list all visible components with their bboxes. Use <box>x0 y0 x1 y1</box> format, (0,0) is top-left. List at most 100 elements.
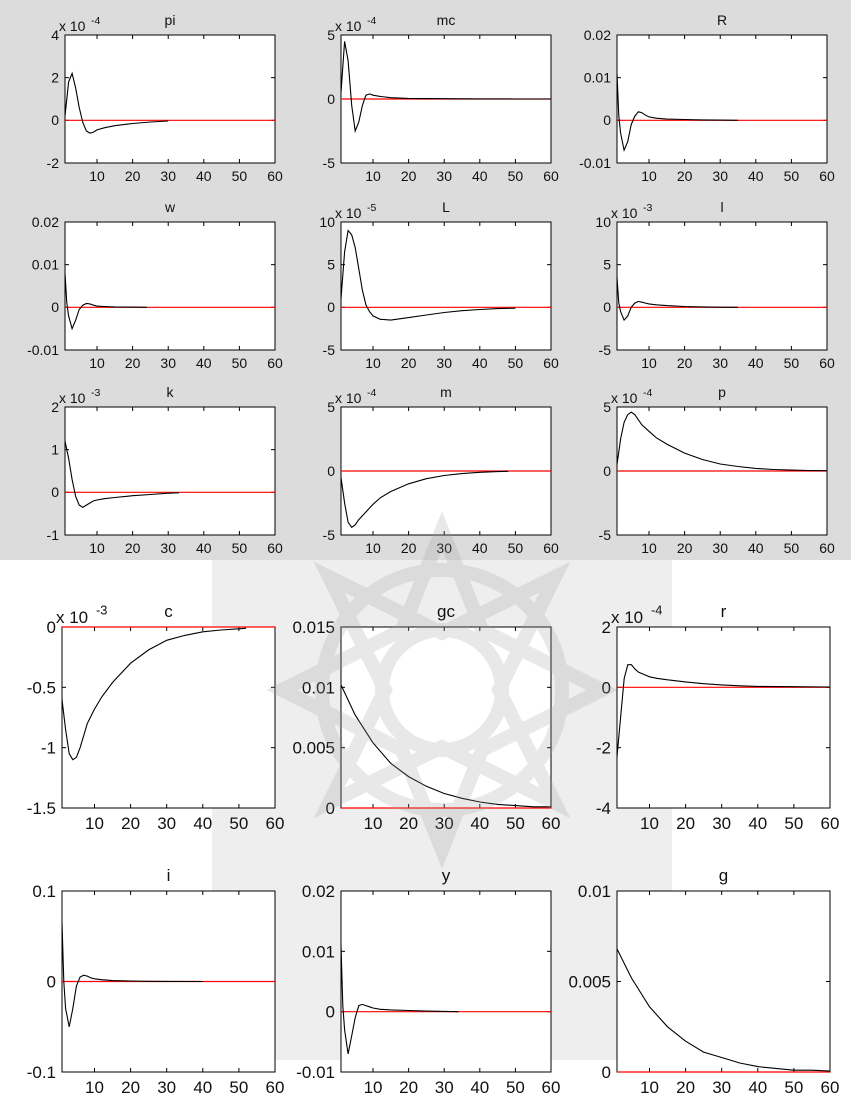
panel-c: 10 20 30 40 50 60 -1.5 -1 -0.5 0 c x 10 -3 <box>27 602 285 833</box>
y-tick-label: -5 <box>323 342 336 358</box>
x-tick-label: 20 <box>677 540 693 556</box>
x-tick-label: 30 <box>435 1078 454 1097</box>
scale-multiplier: x 10 <box>611 390 638 406</box>
x-tick-label: 40 <box>748 540 764 556</box>
x-tick-label: 10 <box>85 1078 104 1097</box>
panel-pi: 10 20 30 40 50 60 -2 0 2 4 pi x 10 -4 <box>47 12 283 184</box>
y-tick-label: -5 <box>323 155 336 171</box>
y-tick-label: -0.01 <box>296 1063 335 1082</box>
x-tick-label: 60 <box>819 355 835 371</box>
scale-exponent: -3 <box>91 387 100 399</box>
y-tick-label: 0.01 <box>32 257 59 273</box>
y-tick-label: 0.015 <box>292 618 335 637</box>
panel-title: m <box>440 384 452 400</box>
y-tick-label: 0 <box>47 618 56 637</box>
response-line-gc <box>340 684 551 808</box>
y-tick-label: 0.02 <box>584 27 611 43</box>
response-line-p <box>616 411 828 472</box>
scale-exponent: -4 <box>643 387 652 399</box>
x-tick-label: 10 <box>364 814 383 833</box>
scale-multiplier: x 10 <box>335 205 362 221</box>
plot-area <box>64 406 276 536</box>
x-tick-label: 60 <box>266 814 285 833</box>
x-tick-label: 60 <box>542 814 561 833</box>
x-tick-label: 10 <box>85 814 104 833</box>
x-tick-label: 60 <box>542 1078 561 1097</box>
x-tick-label: 40 <box>748 1078 767 1097</box>
response-line-i <box>61 922 203 1027</box>
scale-multiplier: x 10 <box>59 390 86 406</box>
x-tick-label: 30 <box>712 168 728 184</box>
x-tick-label: 50 <box>784 540 800 556</box>
response-line-l <box>616 277 739 322</box>
x-tick-label: 20 <box>125 540 141 556</box>
panel-r: 10 20 30 40 50 60 -4 -2 0 2 r x 10 -4 <box>596 602 840 833</box>
plot-area <box>616 221 828 351</box>
x-tick-label: 20 <box>401 540 417 556</box>
y-tick-label: -2 <box>596 739 611 758</box>
response-line-y <box>340 945 459 1055</box>
x-tick-label: 30 <box>436 540 452 556</box>
x-tick-label: 60 <box>267 355 283 371</box>
x-tick-label: 40 <box>196 540 212 556</box>
x-tick-label: 30 <box>160 168 176 184</box>
x-tick-label: 30 <box>436 355 452 371</box>
y-tick-label: 0.005 <box>568 972 611 991</box>
x-tick-label: 40 <box>470 1078 489 1097</box>
x-tick-label: 60 <box>821 814 840 833</box>
y-tick-label: 4 <box>51 27 59 43</box>
response-line-w <box>64 273 147 331</box>
y-tick-label: -5 <box>599 527 612 543</box>
x-tick-label: 10 <box>365 168 381 184</box>
x-tick-label: 20 <box>676 814 695 833</box>
y-tick-label: 0.01 <box>584 70 611 86</box>
plot-area <box>616 890 831 1073</box>
y-tick-label: -4 <box>596 799 611 818</box>
plot-area <box>340 626 552 809</box>
x-tick-label: 20 <box>676 1078 695 1097</box>
y-tick-label: 0 <box>326 799 335 818</box>
x-tick-label: 40 <box>196 355 212 371</box>
panel-title: i <box>167 866 171 885</box>
y-tick-label: -0.01 <box>27 342 59 358</box>
response-line-m <box>340 470 509 529</box>
scale-multiplier: x 10 <box>611 608 643 627</box>
panel-title: pi <box>165 12 176 28</box>
y-tick-label: 0 <box>327 91 335 107</box>
y-tick-label: -1 <box>47 527 60 543</box>
y-tick-label: 0.1 <box>32 882 56 901</box>
x-tick-label: 50 <box>784 355 800 371</box>
x-tick-label: 50 <box>506 814 525 833</box>
x-tick-label: 50 <box>784 1078 803 1097</box>
x-tick-label: 20 <box>121 814 140 833</box>
x-tick-label: 40 <box>470 814 489 833</box>
panel-k: 10 20 30 40 50 60 -1 0 1 2 k x 10 -3 <box>47 384 283 556</box>
x-tick-label: 30 <box>712 814 731 833</box>
x-tick-label: 30 <box>160 355 176 371</box>
panel-R: 10 20 30 40 50 60 -0.01 0 0.01 0.02 R <box>579 12 835 184</box>
response-line-g <box>616 948 831 1072</box>
y-tick-label: 0 <box>51 299 59 315</box>
x-tick-label: 50 <box>229 814 248 833</box>
x-tick-label: 20 <box>401 355 417 371</box>
x-tick-label: 20 <box>399 1078 418 1097</box>
y-tick-label: 0 <box>603 112 611 128</box>
x-tick-label: 20 <box>677 355 693 371</box>
panel-title: L <box>442 199 450 215</box>
scale-multiplier: x 10 <box>611 205 638 221</box>
x-tick-label: 50 <box>229 1078 248 1097</box>
x-tick-label: 40 <box>196 168 212 184</box>
plot-area <box>64 221 276 351</box>
y-tick-label: 0.01 <box>302 678 335 697</box>
x-tick-label: 30 <box>436 168 452 184</box>
panel-m: 10 20 30 40 50 60 -5 0 5 m x 10 -4 <box>323 384 559 556</box>
x-tick-label: 50 <box>508 168 524 184</box>
response-line-L <box>340 229 516 321</box>
x-tick-label: 50 <box>784 168 800 184</box>
x-tick-label: 30 <box>712 540 728 556</box>
x-tick-label: 30 <box>157 814 176 833</box>
y-tick-label: 0 <box>602 678 611 697</box>
panel-title: l <box>720 199 723 215</box>
y-tick-label: 5 <box>327 399 335 415</box>
plot-area <box>64 34 276 164</box>
